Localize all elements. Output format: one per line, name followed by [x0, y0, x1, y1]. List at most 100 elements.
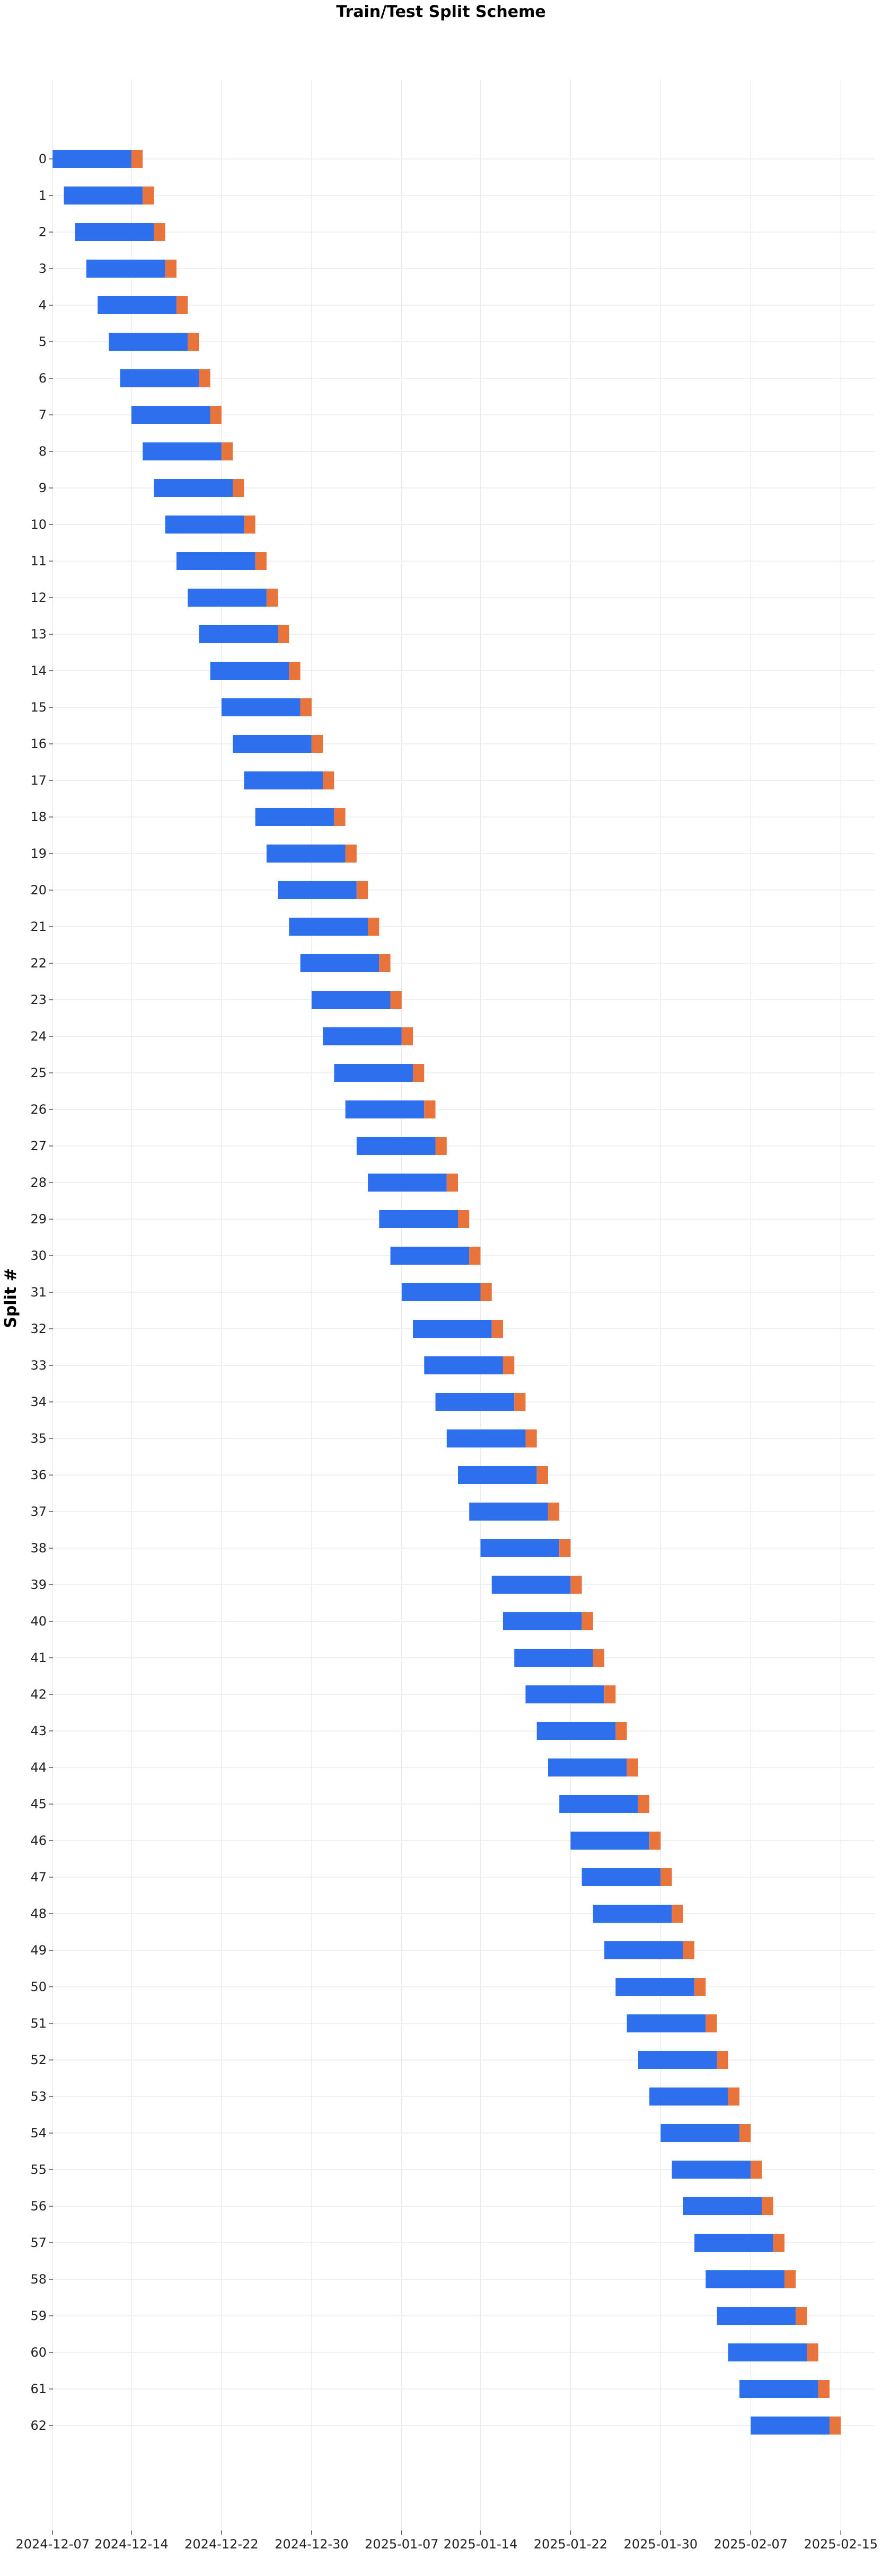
y-tick-label: 24 — [30, 1029, 47, 1044]
y-tick-label: 58 — [30, 2272, 47, 2287]
y-tick-label: 12 — [30, 590, 47, 605]
test-bar — [244, 516, 255, 534]
train-bar — [705, 2270, 785, 2288]
train-bar — [502, 1612, 582, 1630]
test-bar — [289, 662, 301, 680]
y-tick-label: 44 — [30, 1760, 47, 1775]
test-bar — [502, 1356, 515, 1374]
y-tick-label: 9 — [39, 481, 47, 495]
y-tick-label: 32 — [30, 1321, 47, 1336]
y-tick-label: 38 — [30, 1541, 47, 1556]
test-bar — [514, 1393, 526, 1411]
chart-title: Train/Test Split Scheme — [336, 3, 545, 21]
y-tick-label: 19 — [30, 846, 47, 861]
train-bar — [300, 954, 380, 972]
test-bar — [188, 333, 199, 351]
train-bar — [627, 2014, 706, 2032]
train-bar — [638, 2051, 717, 2069]
y-tick-label: 37 — [30, 1504, 47, 1519]
test-bar — [581, 1612, 593, 1630]
train-bar — [221, 698, 301, 716]
train-bar — [75, 223, 154, 241]
test-bar — [796, 2307, 807, 2325]
train-bar — [570, 1832, 650, 1850]
test-bar — [278, 625, 289, 643]
train-bar — [435, 1393, 515, 1411]
test-bar — [131, 150, 143, 168]
y-tick-label: 8 — [39, 444, 47, 459]
x-tick-label: 2025-02-15 — [804, 2537, 878, 2552]
test-bar — [390, 991, 402, 1009]
test-bar — [233, 479, 244, 497]
train-bar — [559, 1795, 638, 1813]
y-tick-label: 57 — [30, 2235, 47, 2250]
train-bar — [469, 1503, 548, 1521]
train-bar — [615, 1978, 695, 1996]
train-bar — [210, 662, 289, 680]
y-tick-label: 21 — [30, 919, 47, 934]
test-bar — [807, 2343, 818, 2361]
x-tick-label: 2025-01-22 — [534, 2537, 607, 2552]
bars — [52, 150, 841, 2435]
test-bar — [751, 2161, 762, 2179]
test-bar — [401, 1027, 413, 1045]
test-bar — [210, 406, 222, 424]
y-tick-label: 48 — [30, 1906, 47, 1921]
train-bar — [188, 589, 267, 607]
y-tick-label: 4 — [39, 298, 47, 313]
test-bar — [705, 2014, 717, 2032]
train-bar — [548, 1758, 627, 1776]
y-tick-label: 54 — [30, 2126, 47, 2140]
y-axis: 0123456789101112131415161718192021222324… — [30, 152, 53, 2433]
test-bar — [345, 845, 357, 863]
test-bar — [311, 735, 323, 753]
test-bar — [469, 1247, 481, 1265]
train-bar — [165, 516, 244, 534]
train-bar — [368, 1174, 447, 1192]
train-bar — [199, 625, 278, 643]
test-bar — [154, 223, 165, 241]
test-bar — [266, 589, 278, 607]
test-bar — [627, 1758, 638, 1776]
train-bar — [356, 1137, 436, 1155]
y-tick-label: 39 — [30, 1577, 47, 1592]
test-bar — [356, 881, 368, 899]
y-tick-label: 51 — [30, 2016, 47, 2031]
train-bar — [683, 2197, 762, 2215]
train-bar — [131, 406, 210, 424]
y-tick-label: 23 — [30, 992, 47, 1007]
test-bar — [480, 1283, 492, 1301]
train-bar — [311, 991, 391, 1009]
train-bar — [581, 1868, 661, 1886]
train-bar — [660, 2124, 740, 2142]
train-bar — [458, 1466, 537, 1484]
train-bar — [536, 1722, 616, 1740]
y-tick-label: 26 — [30, 1102, 47, 1117]
train-bar — [98, 296, 177, 314]
y-axis-label: Split # — [2, 1268, 20, 1328]
y-tick-label: 46 — [30, 1833, 47, 1848]
test-bar — [683, 1941, 695, 1959]
test-bar — [818, 2380, 830, 2398]
y-tick-label: 28 — [30, 1175, 47, 1190]
test-bar — [300, 698, 312, 716]
y-tick-label: 40 — [30, 1614, 47, 1629]
test-bar — [728, 2088, 740, 2106]
y-tick-label: 35 — [30, 1431, 47, 1446]
test-bar — [739, 2124, 751, 2142]
train-bar — [593, 1905, 672, 1923]
train-bar — [604, 1941, 683, 1959]
train-bar — [514, 1649, 593, 1667]
test-bar — [424, 1100, 436, 1118]
train-bar — [379, 1210, 458, 1228]
train-bar — [525, 1685, 605, 1703]
x-tick-label: 2024-12-22 — [184, 2537, 258, 2552]
y-tick-label: 2 — [39, 225, 47, 239]
test-bar — [672, 1905, 683, 1923]
train-bar — [143, 442, 222, 460]
test-bar — [368, 918, 380, 936]
y-tick-label: 47 — [30, 1870, 47, 1885]
y-tick-label: 7 — [39, 407, 47, 422]
y-tick-label: 29 — [30, 1212, 47, 1227]
